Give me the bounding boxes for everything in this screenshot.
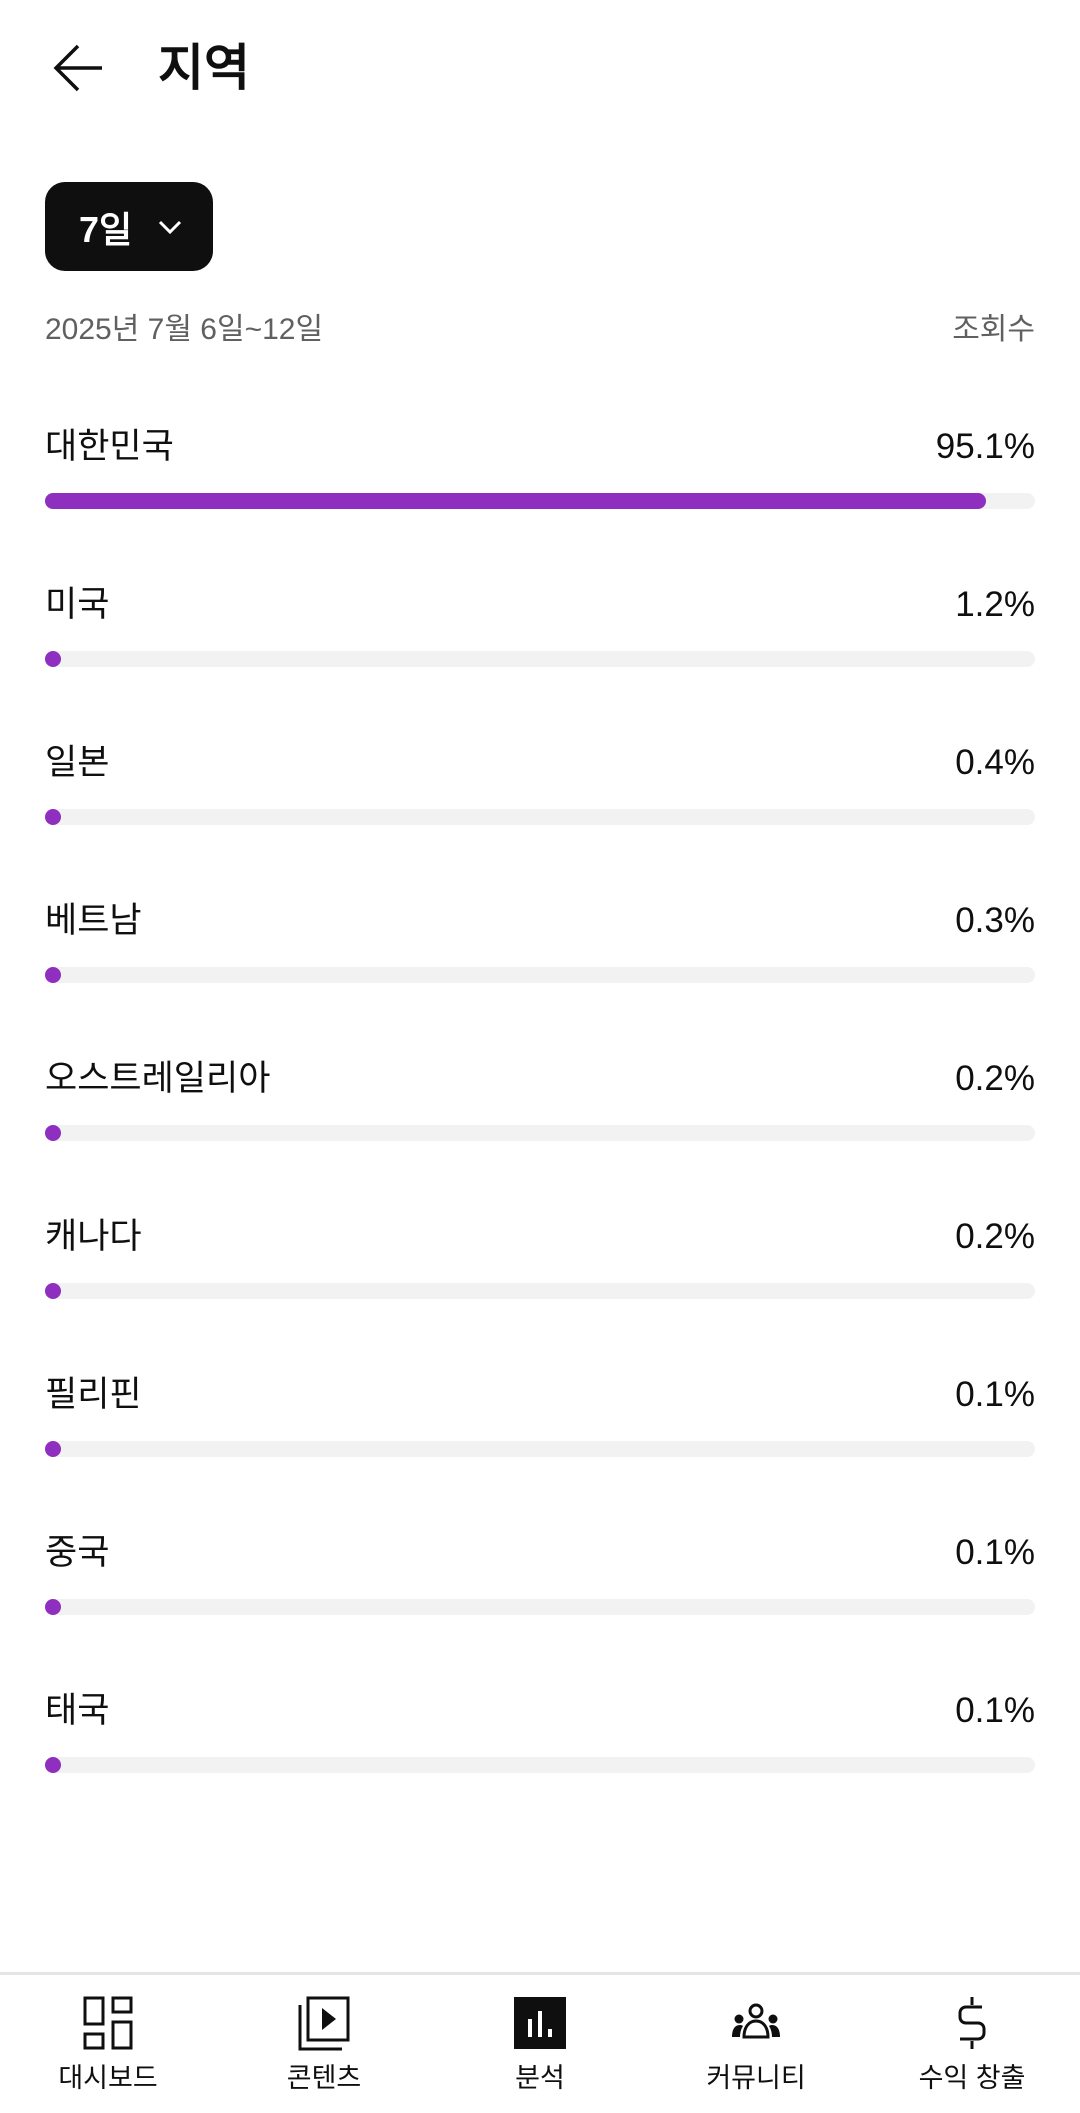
nav-community[interactable]: 커뮤니티 [648,1975,864,2113]
date-row: 2025년 7월 6일~12일 조회수 [45,310,1035,350]
content-icon [298,1996,350,2051]
progress-fill [45,493,987,509]
region-percent: 0.2% [955,1059,1035,1098]
region-row: 중국 0.1% [45,1526,1035,1684]
metric-label: 조회수 [952,313,1035,346]
region-row: 대한민국 95.1% [45,420,1035,578]
progress-fill [45,1125,61,1141]
region-name: 태국 [45,1691,110,1730]
progress-track [45,651,1035,667]
community-icon [732,2003,780,2039]
region-percent: 0.1% [955,1533,1035,1572]
region-name: 중국 [45,1533,110,1572]
progress-fill [45,1599,61,1615]
period-dropdown[interactable]: 7일 [45,182,213,271]
chevron-down-icon [159,220,182,234]
progress-fill [45,809,61,825]
region-name: 대한민국 [45,427,174,466]
region-list: 대한민국 95.1% 미국 1.2% 일본 0.4% 베트남 0.3% 오스트레… [45,420,1035,1842]
nav-label: 커뮤니티 [706,2063,806,2093]
arrow-left-icon [53,44,102,92]
progress-fill [45,967,61,983]
app-header: 지역 [0,0,1080,140]
progress-track [45,1441,1035,1457]
dashboard-icon [83,1996,133,2050]
region-name: 캐나다 [45,1217,142,1256]
progress-track [45,967,1035,983]
nav-label: 수익 창출 [918,2063,1026,2093]
region-name: 베트남 [45,901,142,940]
nav-content[interactable]: 콘텐츠 [216,1975,432,2113]
region-row: 베트남 0.3% [45,894,1035,1052]
nav-label: 대시보드 [58,2063,158,2093]
progress-fill [45,1757,61,1773]
period-label: 7일 [79,208,133,250]
region-percent: 0.1% [955,1375,1035,1414]
progress-fill [45,651,61,667]
date-range: 2025년 7월 6일~12일 [45,313,324,346]
region-name: 오스트레일리아 [45,1059,271,1098]
analytics-icon [514,1997,566,2049]
region-row: 미국 1.2% [45,578,1035,736]
progress-track [45,1125,1035,1141]
progress-fill [45,1283,61,1299]
region-row: 일본 0.4% [45,736,1035,894]
region-percent: 0.4% [955,743,1035,782]
region-percent: 0.1% [955,1691,1035,1730]
page-title: 지역 [158,40,250,96]
region-row: 캐나다 0.2% [45,1210,1035,1368]
region-percent: 0.2% [955,1217,1035,1256]
region-percent: 1.2% [955,585,1035,624]
progress-track [45,809,1035,825]
region-name: 일본 [45,743,110,782]
progress-track [45,493,1035,509]
progress-track [45,1599,1035,1615]
progress-fill [45,1441,61,1457]
region-percent: 0.3% [955,901,1035,940]
region-name: 미국 [45,585,110,624]
region-name: 필리핀 [45,1375,142,1414]
progress-track [45,1283,1035,1299]
nav-label: 콘텐츠 [286,2063,362,2093]
nav-dashboard[interactable]: 대시보드 [0,1975,216,2113]
region-percent: 95.1% [935,427,1035,466]
progress-track [45,1757,1035,1773]
nav-monetization[interactable]: 수익 창출 [864,1975,1080,2113]
nav-analytics[interactable]: 분석 [432,1975,648,2113]
region-row: 필리핀 0.1% [45,1368,1035,1526]
nav-label: 분석 [515,2063,565,2093]
region-row: 태국 0.1% [45,1684,1035,1842]
dollar-icon [958,1997,986,2049]
bottom-nav: 대시보드 콘텐츠 분석 커뮤니티 수익 창출 [0,1972,1080,2113]
region-row: 오스트레일리아 0.2% [45,1052,1035,1210]
back-button[interactable] [50,42,110,94]
